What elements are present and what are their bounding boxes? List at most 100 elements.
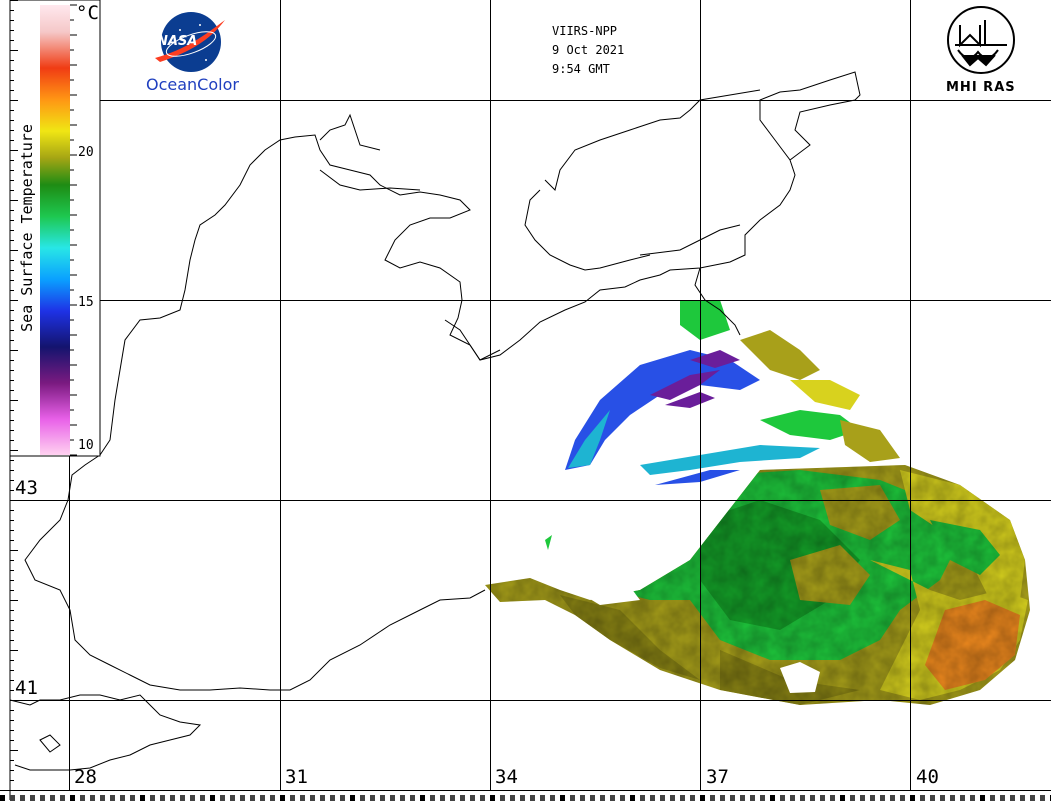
bottom-ruler-segment [360, 795, 365, 801]
lon-label-28: 28 [74, 766, 97, 788]
bottom-ruler-segment [140, 795, 145, 801]
colorbar-ticks [10, 0, 77, 791]
bottom-ruler-segment [220, 795, 225, 801]
mhi-ras-emblem [947, 6, 1015, 74]
oceancolor-label: OceanColor [146, 75, 239, 94]
bottom-ruler-segment [250, 795, 255, 801]
bottom-ruler-segment [580, 795, 585, 801]
bottom-ruler-segment [450, 795, 455, 801]
bottom-ruler-segment [710, 795, 715, 801]
bottom-ruler-segment [550, 795, 555, 801]
bottom-ruler-segment [820, 795, 825, 801]
bottom-ruler-segment [310, 795, 315, 801]
bottom-ruler-segment [300, 795, 305, 801]
bottom-ruler-segment [800, 795, 805, 801]
bottom-ruler-segment [270, 795, 275, 801]
colorbar-gradient [40, 5, 70, 455]
bottom-ruler-segment [280, 795, 285, 801]
bottom-ruler-segment [630, 795, 635, 801]
bottom-ruler-segment [520, 795, 525, 801]
bottom-ruler-segment [210, 795, 215, 801]
bottom-ruler-segment [970, 795, 975, 801]
bottom-ruler-segment [150, 795, 155, 801]
bottom-ruler-segment [890, 795, 895, 801]
bottom-ruler-segment [770, 795, 775, 801]
bottom-ruler-segment [730, 795, 735, 801]
bottom-ruler-segment [620, 795, 625, 801]
bottom-ruler-segment [790, 795, 795, 801]
bottom-ruler-segment [810, 795, 815, 801]
lon-label-37: 37 [706, 766, 729, 788]
bottom-ruler-segment [960, 795, 965, 801]
bottom-ruler-segment [870, 795, 875, 801]
sst-field-north [545, 300, 900, 550]
bottom-ruler-segment [440, 795, 445, 801]
bottom-ruler-segment [680, 795, 685, 801]
bottom-ruler-segment [80, 795, 85, 801]
bottom-ruler-segment [910, 795, 915, 801]
bottom-ruler-segment [740, 795, 745, 801]
bottom-ruler-segment [610, 795, 615, 801]
lon-label-40: 40 [916, 766, 939, 788]
coastline [9, 71, 861, 771]
colorbar-unit: °C [76, 2, 99, 24]
bottom-ruler-segment [10, 795, 15, 801]
bottom-ruler-segment [430, 795, 435, 801]
mhi-ras-label: MHI RAS [946, 80, 1016, 95]
bottom-ruler-segment [1030, 795, 1035, 801]
nasa-logo [155, 12, 225, 72]
lon-label-34: 34 [495, 766, 518, 788]
bottom-ruler-segment [840, 795, 845, 801]
bottom-ruler-segment [380, 795, 385, 801]
bottom-ruler-segment [200, 795, 205, 801]
bottom-ruler-segment [920, 795, 925, 801]
bottom-ruler-segment [170, 795, 175, 801]
bottom-ruler-segment [50, 795, 55, 801]
bottom-ruler-segment [1000, 795, 1005, 801]
bottom-ruler-segment [110, 795, 115, 801]
bottom-ruler-segment [590, 795, 595, 801]
bottom-ruler-segment [570, 795, 575, 801]
bottom-ruler-segment [1040, 795, 1045, 801]
bottom-ruler-segment [990, 795, 995, 801]
bottom-ruler-segment [0, 795, 5, 801]
bottom-ruler-segment [510, 795, 515, 801]
bottom-ruler-segment [950, 795, 955, 801]
bottom-ruler-segment [420, 795, 425, 801]
bottom-ruler-segment [60, 795, 65, 801]
bottom-ruler-segment [1020, 795, 1025, 801]
bottom-ruler-segment [320, 795, 325, 801]
image-time: 9:54 GMT [552, 62, 610, 76]
bottom-ruler-segment [700, 795, 705, 801]
bottom-ruler-segment [30, 795, 35, 801]
bottom-ruler-segment [230, 795, 235, 801]
bottom-ruler-segment [330, 795, 335, 801]
bottom-ruler-segment [120, 795, 125, 801]
bottom-ruler-segment [850, 795, 855, 801]
bottom-ruler-segment [90, 795, 95, 801]
bottom-ruler-segment [480, 795, 485, 801]
lat-label-41: 41 [15, 677, 38, 699]
bottom-ruler-segment [20, 795, 25, 801]
bottom-ruler-segment [880, 795, 885, 801]
satellite-name: VIIRS-NPP [552, 24, 618, 38]
bottom-ruler-segment [530, 795, 535, 801]
bottom-ruler-segment [650, 795, 655, 801]
bottom-ruler-segment [340, 795, 345, 801]
lat-label-43: 43 [15, 477, 38, 499]
colorbar-title: Sea Surface Temperature [18, 124, 36, 332]
bottom-ruler-segment [930, 795, 935, 801]
bottom-ruler-segment [130, 795, 135, 801]
bottom-ruler-segment [70, 795, 75, 801]
bottom-ruler-segment [350, 795, 355, 801]
bottom-ruler-segment [500, 795, 505, 801]
bottom-ruler-segment [690, 795, 695, 801]
bottom-ruler-segment [40, 795, 45, 801]
bottom-ruler-segment [1010, 795, 1015, 801]
nasa-wordmark: NASA [157, 34, 198, 49]
bottom-ruler-segment [190, 795, 195, 801]
bottom-ruler-segment [540, 795, 545, 801]
bottom-ruler-segment [100, 795, 105, 801]
